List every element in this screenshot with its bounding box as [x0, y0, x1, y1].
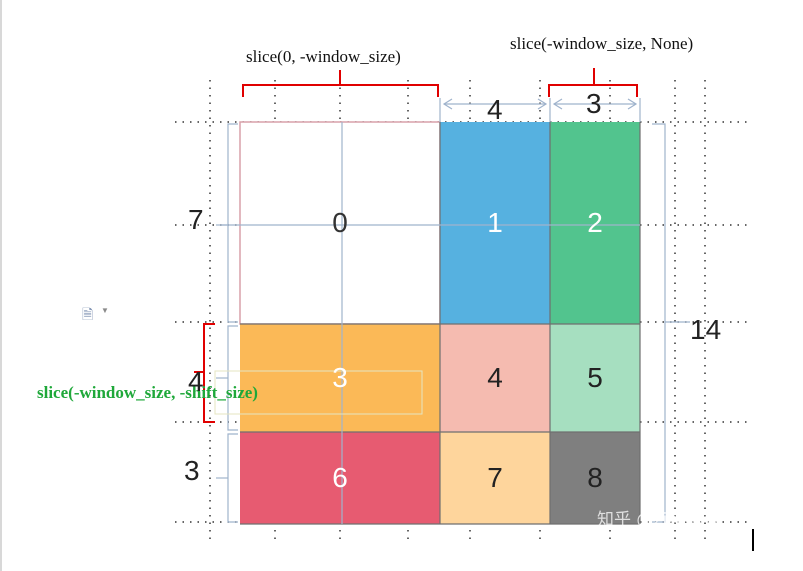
- region-6: [240, 432, 440, 524]
- cell-3-label: 3: [332, 362, 348, 393]
- text-cursor: [752, 529, 754, 551]
- cell-8-label: 8: [587, 462, 603, 493]
- cell-4-label: 4: [487, 362, 503, 393]
- left-edge-bar: [0, 0, 2, 571]
- cell-5-label: 5: [587, 362, 603, 393]
- dimension-left-3: 3: [184, 455, 200, 486]
- cell-6-label: 6: [332, 462, 348, 493]
- dimension-left-4: 4: [188, 366, 204, 397]
- region-8: [550, 432, 640, 524]
- dimension-top-4: 4: [487, 94, 503, 125]
- dimension-top-3: 3: [586, 88, 602, 119]
- region-0: [239, 121, 441, 325]
- document-icon[interactable]: 🗎: [82, 306, 94, 322]
- blue-guides: [216, 98, 690, 524]
- region-2: [550, 122, 640, 324]
- left-brace-3: [227, 433, 238, 523]
- top-right-slice-label: slice(-window_size, None): [510, 34, 694, 53]
- left-slice-label: slice(-window_size, -shift_size): [37, 383, 258, 402]
- region-5: [550, 324, 640, 432]
- left-brace-7: [227, 123, 238, 323]
- label-highlight-box: [214, 370, 423, 415]
- cell-1-label: 1: [487, 207, 503, 238]
- watermark: 知乎 @zjzjxww: [597, 510, 719, 530]
- region-4: [440, 324, 550, 432]
- dimension-left-7: 7: [188, 204, 204, 235]
- dimension-right-14: 14: [690, 314, 722, 345]
- region-borders: [240, 122, 641, 525]
- cell-7-label: 7: [487, 462, 503, 493]
- right-brace-14: [652, 123, 666, 523]
- chevron-down-icon[interactable]: ▼: [101, 306, 109, 315]
- region-1: [440, 122, 550, 324]
- cell-2-label: 2: [587, 207, 603, 238]
- top-left-slice-label: slice(0, -window_size): [246, 47, 401, 66]
- cell-0-label: 0: [332, 207, 348, 238]
- region-7: [440, 432, 550, 524]
- red-brackets: [194, 68, 638, 423]
